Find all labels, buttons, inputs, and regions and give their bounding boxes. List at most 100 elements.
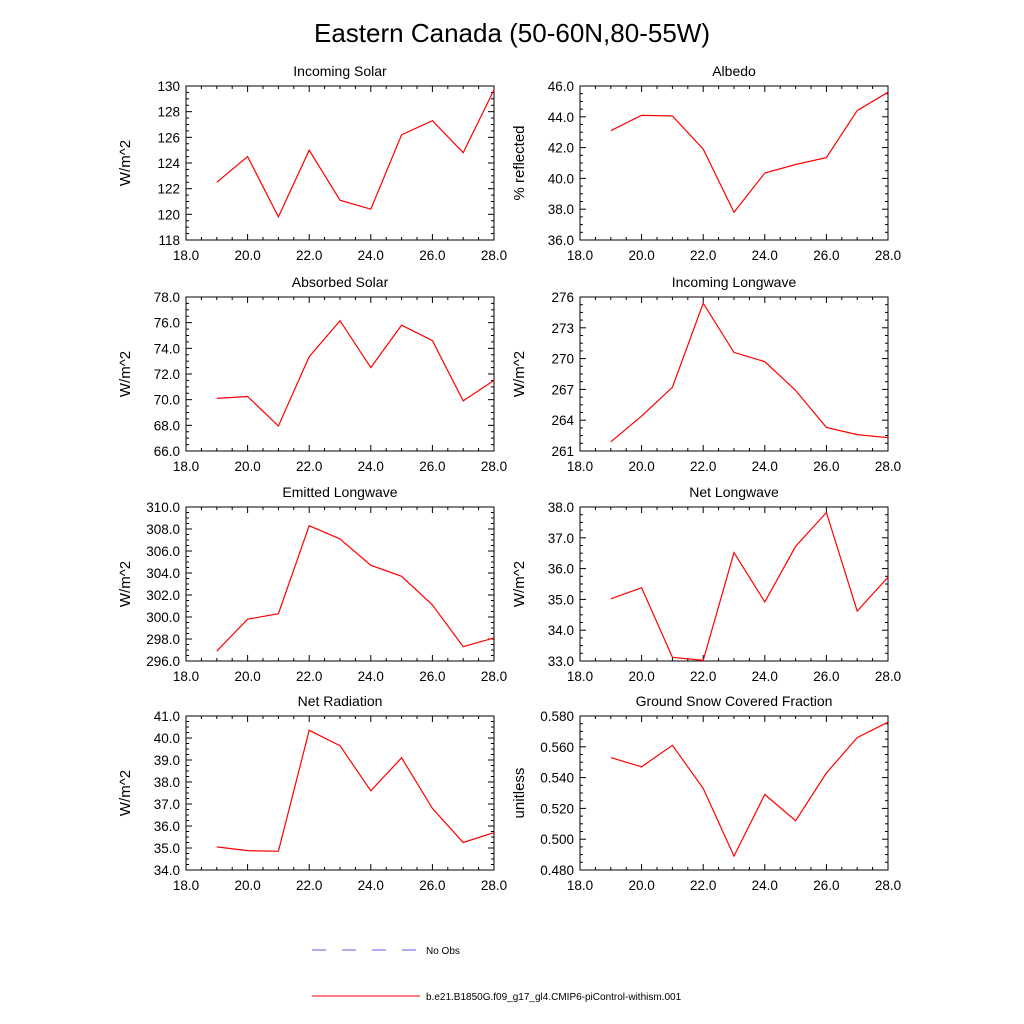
x-tick-label: 26.0 bbox=[813, 669, 839, 684]
data-point bbox=[400, 133, 403, 136]
series-line bbox=[610, 511, 889, 662]
data-point bbox=[277, 215, 280, 218]
data-point bbox=[215, 181, 218, 184]
data-point bbox=[369, 789, 372, 792]
x-tick-label: 20.0 bbox=[628, 459, 654, 474]
panel-title: Emitted Longwave bbox=[282, 484, 397, 500]
data-point bbox=[308, 355, 311, 358]
x-tick-label: 26.0 bbox=[419, 878, 445, 893]
x-tick-label: 20.0 bbox=[234, 459, 260, 474]
y-tick-label: 35.0 bbox=[548, 592, 574, 607]
data-point bbox=[702, 659, 705, 662]
x-tick-label: 18.0 bbox=[567, 878, 593, 893]
data-point bbox=[702, 302, 705, 305]
panel-3: Absorbed Solar 66.0 68.0 70.0 72.0 74.0 76.0 78… bbox=[117, 274, 507, 474]
data-point bbox=[825, 511, 828, 514]
y-tick-label: 42.0 bbox=[548, 141, 574, 156]
x-tick-label: 20.0 bbox=[234, 248, 260, 263]
x-tick-label: 24.0 bbox=[358, 248, 384, 263]
data-point bbox=[308, 149, 311, 152]
y-tick-label: 44.0 bbox=[548, 110, 574, 125]
y-tick-label: 36.0 bbox=[548, 233, 574, 248]
plot-frame bbox=[185, 506, 495, 662]
y-tick-label: 34.0 bbox=[154, 863, 180, 878]
x-tick-label: 28.0 bbox=[481, 669, 507, 684]
data-point bbox=[493, 379, 496, 382]
data-point bbox=[277, 612, 280, 615]
data-point bbox=[215, 650, 218, 653]
x-tick-label: 18.0 bbox=[173, 248, 199, 263]
series-line bbox=[216, 319, 495, 428]
x-tick-label: 28.0 bbox=[875, 878, 901, 893]
y-tick-label: 130 bbox=[157, 79, 180, 94]
x-tick-label: 24.0 bbox=[358, 459, 384, 474]
x-tick-label: 18.0 bbox=[173, 669, 199, 684]
x-tick-label: 22.0 bbox=[690, 459, 716, 474]
y-tick-label: 300.0 bbox=[146, 610, 180, 625]
y-tick-label: 36.0 bbox=[154, 819, 180, 834]
x-tick-label: 22.0 bbox=[690, 669, 716, 684]
panel-1: Incoming Solar 118 120 122 124 126 128 130 18.0 2… bbox=[117, 63, 507, 263]
figure-title: Eastern Canada (50-60N,80-55W) bbox=[314, 18, 710, 48]
plot-frame bbox=[579, 296, 889, 452]
data-point bbox=[215, 845, 218, 848]
y-tick-label: 33.0 bbox=[548, 654, 574, 669]
y-tick-label: 40.0 bbox=[548, 171, 574, 186]
plot-frame bbox=[579, 715, 889, 871]
y-tick-label: 0.480 bbox=[540, 863, 574, 878]
data-point bbox=[339, 537, 342, 540]
data-point bbox=[733, 351, 736, 354]
y-tick-label: 66.0 bbox=[154, 444, 180, 459]
data-point bbox=[887, 721, 890, 724]
data-point bbox=[431, 603, 434, 606]
data-point bbox=[702, 148, 705, 151]
data-point bbox=[640, 586, 643, 589]
data-point bbox=[277, 424, 280, 427]
data-point bbox=[794, 389, 797, 392]
data-point bbox=[493, 636, 496, 639]
x-tick-label: 26.0 bbox=[419, 669, 445, 684]
data-point bbox=[462, 151, 465, 154]
data-point bbox=[794, 545, 797, 548]
data-point bbox=[246, 618, 249, 621]
y-tick-label: 38.0 bbox=[548, 202, 574, 217]
data-point bbox=[825, 771, 828, 774]
series-line bbox=[216, 524, 495, 652]
panel-8: Ground Snow Covered Fraction 0.480 0.500 0.… bbox=[511, 693, 901, 893]
y-axis-label: unitless bbox=[511, 768, 528, 819]
y-tick-label: 78.0 bbox=[154, 290, 180, 305]
y-tick-label: 34.0 bbox=[548, 623, 574, 638]
x-tick-label: 22.0 bbox=[296, 248, 322, 263]
series-line bbox=[216, 729, 495, 852]
data-point bbox=[640, 114, 643, 117]
x-tick-label: 18.0 bbox=[173, 459, 199, 474]
legend-model-label: b.e21.B1850G.f09_g17_gl4.CMIP6-piControl… bbox=[426, 992, 682, 1003]
data-point bbox=[215, 397, 218, 400]
y-tick-label: 128 bbox=[157, 105, 180, 120]
x-tick-label: 26.0 bbox=[419, 459, 445, 474]
y-tick-label: 46.0 bbox=[548, 79, 574, 94]
data-point bbox=[733, 211, 736, 214]
y-tick-label: 70.0 bbox=[154, 393, 180, 408]
panel-5: Emitted Longwave 296.0 298.0 300.0 302.0 304.… bbox=[117, 484, 507, 684]
y-tick-label: 118 bbox=[158, 233, 180, 248]
y-tick-label: 74.0 bbox=[154, 341, 180, 356]
y-tick-label: 0.540 bbox=[540, 771, 574, 786]
x-tick-label: 24.0 bbox=[752, 669, 778, 684]
y-tick-label: 0.500 bbox=[540, 832, 574, 847]
data-point bbox=[462, 399, 465, 402]
y-tick-label: 36.0 bbox=[548, 562, 574, 577]
y-tick-label: 302.0 bbox=[146, 588, 180, 603]
data-point bbox=[640, 765, 643, 768]
y-tick-label: 267 bbox=[551, 382, 574, 397]
y-tick-label: 261 bbox=[551, 444, 574, 459]
data-point bbox=[733, 855, 736, 858]
data-point bbox=[794, 163, 797, 166]
panel-title: Ground Snow Covered Fraction bbox=[636, 693, 833, 709]
data-point bbox=[609, 129, 612, 132]
data-point bbox=[887, 436, 890, 439]
data-point bbox=[856, 433, 859, 436]
x-tick-label: 26.0 bbox=[813, 459, 839, 474]
